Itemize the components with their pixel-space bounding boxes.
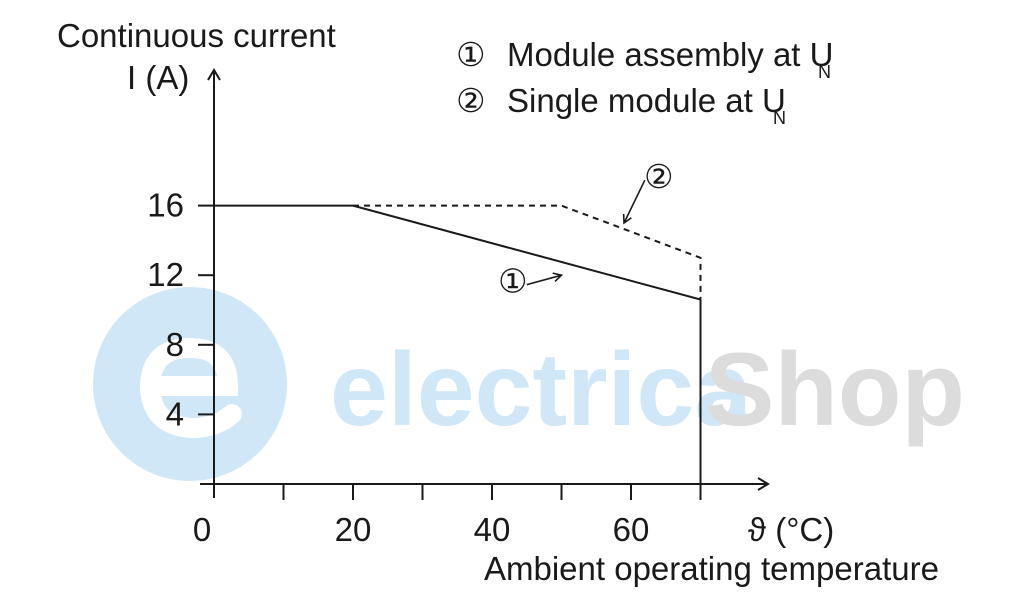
annotations: ①② <box>498 158 674 299</box>
watermark: electrica Shop <box>93 287 965 481</box>
legend-subscript: N <box>773 108 786 128</box>
x-tick-label: 40 <box>474 511 511 548</box>
y-tick-label: 4 <box>166 395 184 432</box>
annotation-arrow-head-icon <box>552 272 564 283</box>
legend-label: Module assembly at U <box>507 36 833 73</box>
y-axis-title-line1: Continuous current <box>57 17 336 54</box>
series-line-1 <box>214 204 702 484</box>
legend-label: Single module at U <box>507 82 786 119</box>
axes: 4 8 12 16 0 20 40 60 <box>147 68 770 548</box>
y-tick-label: 12 <box>147 256 184 293</box>
x-tick-label: 20 <box>335 511 372 548</box>
x-tick-label: 60 <box>613 511 650 548</box>
annotation-arrow-head-icon <box>622 213 632 225</box>
y-tick-label: 16 <box>147 187 184 224</box>
watermark-logo-stroke <box>140 337 239 398</box>
legend: ① Module assembly at UN② Single module at … <box>456 36 833 128</box>
annotation-marker: ② <box>644 158 674 195</box>
watermark-text-dark: Shop <box>705 332 965 448</box>
annotation-arrow-line <box>623 179 646 224</box>
watermark-text-light: electrica <box>330 332 753 448</box>
annotation-marker: ① <box>498 263 528 300</box>
watermark-logo-stroke-lower <box>140 378 242 439</box>
series-group <box>214 204 702 484</box>
x-axis-title: Ambient operating temperature <box>484 550 939 587</box>
legend-marker: ② <box>456 82 486 119</box>
legend-marker: ① <box>456 36 486 73</box>
y-axis-title-line2: I (A) <box>127 59 189 96</box>
watermark-logo-icon <box>93 287 287 481</box>
x-axis-title-symbol: ϑ (°C) <box>748 511 834 548</box>
y-tick-label: 8 <box>166 326 184 363</box>
series-line-2 <box>353 204 702 484</box>
x-axis-arrow-icon <box>757 477 770 491</box>
y-axis-arrow-icon <box>207 68 221 81</box>
annotation-arrow-line <box>526 274 562 286</box>
legend-subscript: N <box>818 62 831 82</box>
x-tick-label: 0 <box>193 511 211 548</box>
